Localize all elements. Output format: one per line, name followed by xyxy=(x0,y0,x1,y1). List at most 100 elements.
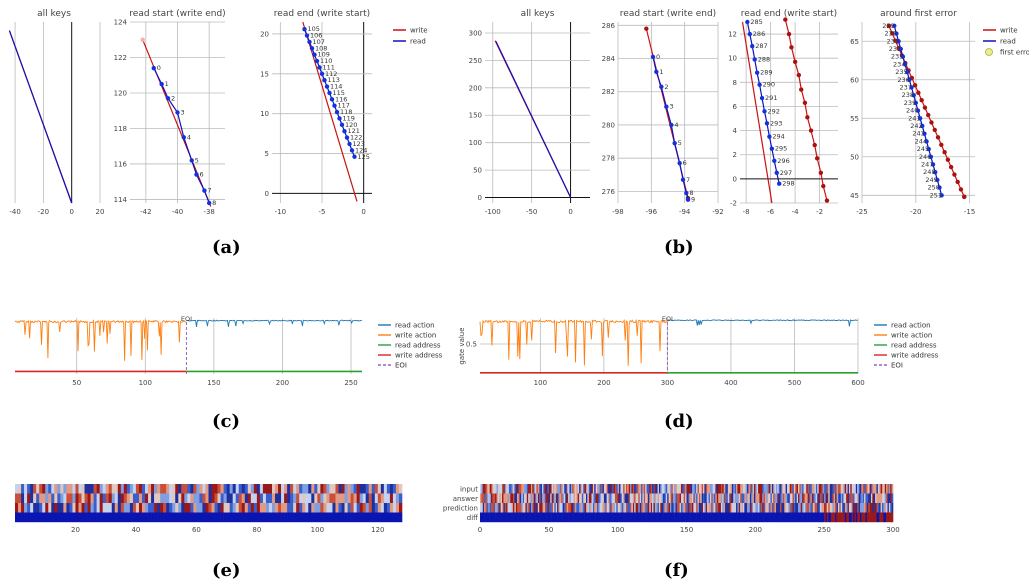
f-heatmap-cell xyxy=(650,484,653,494)
f-heatmap-cell xyxy=(574,503,577,513)
e-heatmap-cell xyxy=(293,493,297,504)
f-heatmap-cell xyxy=(762,512,764,523)
f-heatmap-cell xyxy=(839,484,841,494)
a3-point-label: 113 xyxy=(328,76,340,84)
f-heatmap-cell xyxy=(586,493,588,504)
e-heatmap-cell xyxy=(169,484,173,494)
e-heatmap-cell xyxy=(332,512,336,523)
f-heatmap-cell xyxy=(858,512,861,523)
b1-title: all keys xyxy=(521,9,555,19)
f-heatmap-cell xyxy=(504,484,507,494)
f-heatmap-cell xyxy=(653,484,656,494)
f-heatmap-cell xyxy=(530,493,533,504)
e-heatmap-cell xyxy=(341,484,345,494)
f-heatmap-cell xyxy=(638,512,640,523)
f-heatmap-cell xyxy=(521,512,523,523)
f-heatmap-cell xyxy=(872,503,875,513)
e-heatmap-cell xyxy=(48,484,52,494)
b2-point-label: 8 xyxy=(689,189,693,197)
e-heatmap-cell xyxy=(141,493,146,504)
e-heatmap-cell xyxy=(317,493,321,504)
a3-point-label: 105 xyxy=(308,25,320,33)
f-heatmap-cell xyxy=(636,503,639,513)
e-heatmap-cell xyxy=(296,512,300,523)
e-heatmap-cell xyxy=(157,512,161,523)
e-heatmap-cell xyxy=(259,493,264,504)
f-heatmap-cell xyxy=(528,484,530,494)
f-heatmap-cell xyxy=(752,512,755,523)
f-heatmap-cell xyxy=(694,512,697,523)
f-heatmap-cell xyxy=(601,512,603,523)
f-heatmap-cell xyxy=(603,512,606,523)
f-heatmap-cell xyxy=(639,503,642,513)
e-heatmap-cell xyxy=(66,493,70,504)
f-heatmap-cell xyxy=(489,493,492,504)
e-heatmap-cell xyxy=(193,493,197,504)
f-heatmap-cell xyxy=(555,503,558,513)
e-heatmap-cell xyxy=(175,503,179,513)
e-heatmap-cell xyxy=(30,503,34,513)
f-heatmap-cell xyxy=(573,503,576,513)
f-heatmap-cell xyxy=(507,493,510,504)
e-heatmap-cell xyxy=(42,484,46,494)
f-heatmap-cell xyxy=(597,484,599,494)
a3-xtick-label: 0 xyxy=(361,208,365,216)
f-heatmap-cell xyxy=(729,503,731,513)
b3-xtick-label: -6 xyxy=(767,208,775,216)
f-heatmap-cell xyxy=(480,493,482,504)
f-heatmap-cell xyxy=(803,484,806,494)
f-heatmap-cell xyxy=(854,484,857,494)
f-heatmap-cell xyxy=(562,484,565,494)
f-heatmap-cell xyxy=(751,484,753,494)
f-heatmap-cell xyxy=(880,493,883,504)
f-heatmap-cell xyxy=(491,512,493,523)
f-heatmap-cell xyxy=(665,493,668,504)
f-heatmap-cell xyxy=(839,503,841,513)
e-heatmap-cell xyxy=(175,484,179,494)
e-heatmap-cell xyxy=(365,503,370,513)
f-heatmap-cell xyxy=(742,484,745,494)
f-heatmap-cell xyxy=(664,484,667,494)
f-heatmap-cell xyxy=(499,512,501,523)
e-heatmap-cell xyxy=(54,493,58,504)
f-heatmap-cell xyxy=(665,512,668,523)
f-heatmap-cell xyxy=(806,512,808,523)
f-heatmap-cell xyxy=(861,512,864,523)
e-heatmap-cell xyxy=(265,503,270,513)
b4-write-point xyxy=(919,97,924,103)
e-heatmap-cell xyxy=(302,493,306,504)
f-heatmap-cell xyxy=(603,484,606,494)
f-heatmap-cell xyxy=(771,512,774,523)
f-heatmap-cell xyxy=(726,512,729,523)
f-heatmap-cell xyxy=(857,512,859,523)
f-heatmap-cell xyxy=(572,484,574,494)
f-heatmap-cell xyxy=(806,493,808,504)
f-heatmap-cell xyxy=(883,493,886,504)
e-heatmap-cell xyxy=(362,484,367,494)
f-heatmap-cell xyxy=(682,512,685,523)
f-heatmap-cell xyxy=(583,512,585,523)
b3-write-point xyxy=(796,72,801,78)
f-heatmap-cell xyxy=(609,484,612,494)
e-heatmap-cell xyxy=(250,512,255,523)
e-heatmap-cell xyxy=(184,512,188,523)
e-heatmap-cell xyxy=(205,493,209,504)
f-heatmap-cell xyxy=(720,512,723,523)
f-heatmap-cell xyxy=(751,503,753,513)
f-heatmap-cell xyxy=(579,493,581,504)
f-heatmap-cell xyxy=(484,512,486,523)
f-heatmap-cell xyxy=(859,493,862,504)
e-heatmap-cell xyxy=(320,503,324,513)
b2-xtick-label: -92 xyxy=(712,208,723,216)
f-heatmap-cell xyxy=(718,493,720,504)
f-heatmap-cell xyxy=(486,503,489,513)
f-heatmap-cell xyxy=(725,493,727,504)
f-heatmap-cell xyxy=(557,512,559,523)
f-heatmap-cell xyxy=(864,503,866,513)
f-heatmap-cell xyxy=(617,484,620,494)
f-heatmap-cell xyxy=(725,512,727,523)
f-heatmap-cell xyxy=(562,512,565,523)
f-heatmap-cell xyxy=(851,503,854,513)
f-heatmap-cell xyxy=(825,503,828,513)
f-heatmap-cell xyxy=(654,484,657,494)
